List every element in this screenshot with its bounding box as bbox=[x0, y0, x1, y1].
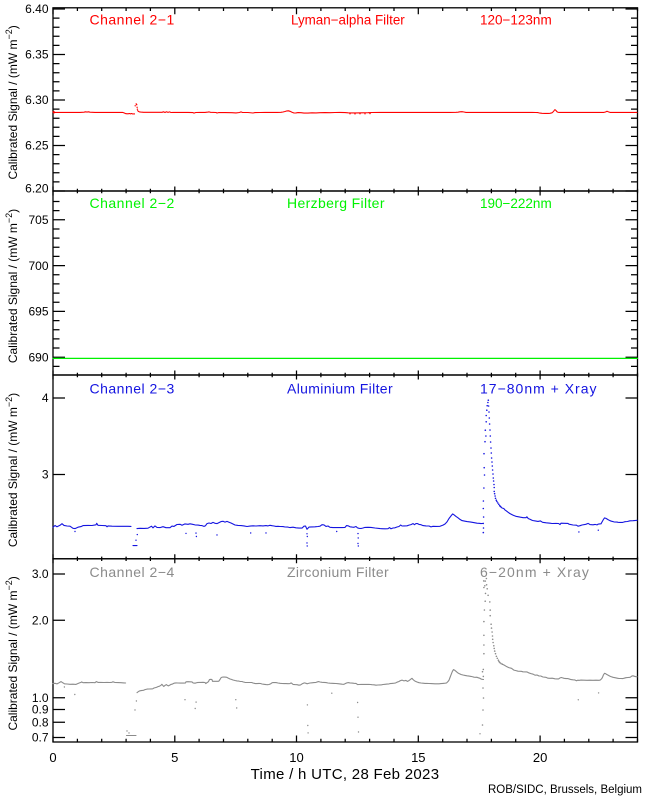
svg-text:Channel 2−1: Channel 2−1 bbox=[90, 12, 175, 28]
svg-text:6.30: 6.30 bbox=[25, 93, 49, 107]
svg-text:700: 700 bbox=[28, 259, 48, 273]
svg-text:0.8: 0.8 bbox=[32, 716, 49, 730]
svg-text:Channel 2−2: Channel 2−2 bbox=[90, 195, 175, 211]
svg-text:Lyman−alpha Filter: Lyman−alpha Filter bbox=[291, 13, 405, 28]
svg-text:6.35: 6.35 bbox=[25, 48, 49, 62]
svg-text:3.0: 3.0 bbox=[32, 567, 49, 581]
svg-text:6.25: 6.25 bbox=[25, 139, 49, 153]
svg-text:0.7: 0.7 bbox=[32, 731, 49, 745]
svg-text:Herzberg Filter: Herzberg Filter bbox=[287, 195, 385, 211]
svg-text:3: 3 bbox=[42, 468, 49, 482]
svg-text:705: 705 bbox=[28, 213, 48, 227]
svg-text:Channel 2−3: Channel 2−3 bbox=[90, 381, 175, 397]
svg-text:6−20nm + Xray: 6−20nm + Xray bbox=[480, 564, 590, 580]
svg-text:Calibrated Signal / (mW m−2): Calibrated Signal / (mW m−2) bbox=[4, 209, 20, 363]
svg-text:Channel 2−4: Channel 2−4 bbox=[90, 564, 175, 580]
svg-text:695: 695 bbox=[28, 305, 48, 319]
svg-text:Time / h UTC, 28 Feb 2023: Time / h UTC, 28 Feb 2023 bbox=[251, 766, 440, 783]
svg-text:Zirconium Filter: Zirconium Filter bbox=[287, 564, 389, 580]
svg-text:1.0: 1.0 bbox=[32, 691, 49, 705]
svg-text:2.0: 2.0 bbox=[32, 614, 49, 628]
svg-text:6.40: 6.40 bbox=[25, 2, 49, 16]
svg-text:Calibrated Signal / (mW m−2): Calibrated Signal / (mW m−2) bbox=[4, 393, 20, 547]
svg-text:Aluminium Filter: Aluminium Filter bbox=[287, 381, 393, 397]
svg-text:690: 690 bbox=[28, 350, 48, 364]
svg-text:6.20: 6.20 bbox=[25, 182, 49, 196]
svg-text:4: 4 bbox=[42, 391, 49, 405]
svg-text:17−80nm + Xray: 17−80nm + Xray bbox=[480, 381, 598, 397]
svg-text:20: 20 bbox=[533, 750, 547, 765]
svg-text:10: 10 bbox=[289, 750, 303, 765]
svg-text:ROB/SIDC, Brussels, Belgium: ROB/SIDC, Brussels, Belgium bbox=[488, 784, 642, 796]
svg-text:Calibrated Signal / (mW m−2): Calibrated Signal / (mW m−2) bbox=[4, 576, 20, 730]
svg-text:5: 5 bbox=[171, 750, 178, 765]
svg-text:0.9: 0.9 bbox=[32, 703, 49, 717]
svg-text:Calibrated Signal / (mW m−2): Calibrated Signal / (mW m−2) bbox=[4, 25, 20, 179]
svg-text:120−123nm: 120−123nm bbox=[480, 13, 552, 28]
svg-text:0: 0 bbox=[49, 750, 56, 765]
svg-text:15: 15 bbox=[411, 750, 425, 765]
svg-text:190−222nm: 190−222nm bbox=[480, 196, 552, 211]
